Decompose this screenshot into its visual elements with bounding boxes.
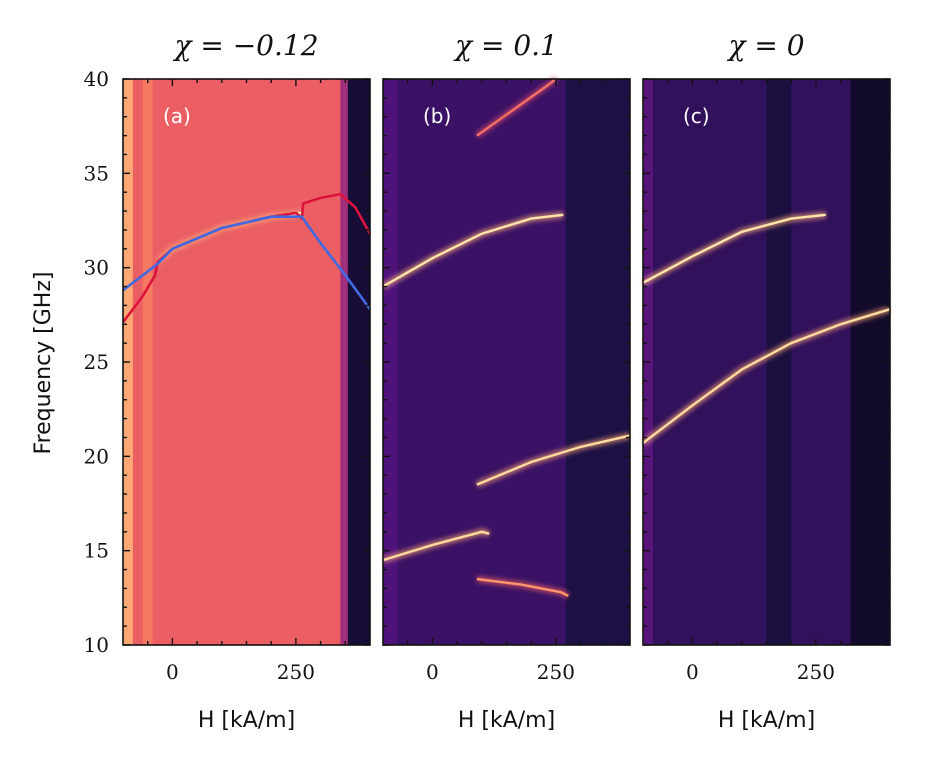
panel-a-label: (a): [163, 104, 191, 128]
panel-c-trace-1: [642, 308, 891, 445]
y-tick-label: 10: [84, 633, 109, 657]
panel-b-title: χ = 0.1: [453, 29, 558, 62]
panel-b-traces: [381, 76, 631, 600]
y-tick-label: 15: [84, 539, 109, 563]
y-tick-label: 40: [84, 67, 109, 91]
x-tick-label: 250: [537, 660, 575, 684]
panel-a-xlabel: H [kA/m]: [198, 708, 295, 733]
panel-b-trace-4: [476, 78, 557, 137]
panel-c-xlabel: H [kA/m]: [718, 708, 815, 733]
panel-a-mode-line-0: [121, 192, 372, 324]
panel-c-x-tick-labels: 0 250: [686, 660, 835, 684]
panel-c-label: (c): [683, 104, 710, 128]
panel-b-trace-0: [382, 213, 564, 288]
panel-a-band-2: [340, 79, 348, 645]
panel-b-x-tick-labels: 0 250: [426, 660, 575, 684]
panel-b-trace-1: [382, 530, 490, 562]
panel-c-title: χ = 0: [726, 29, 804, 62]
panel-b-band-1: [383, 79, 398, 645]
panel-a-mode-lines: [121, 192, 372, 324]
panel-a-x-tick-labels: 0 250: [166, 660, 315, 684]
panel-c-traces: [640, 211, 892, 446]
panel-a-mode-line-1: [122, 215, 372, 310]
y-axis-label: Frequency [GHz]: [31, 272, 56, 455]
panel-b-trace-3: [476, 577, 569, 597]
panel-a-band-3: [347, 79, 370, 645]
panel-a-ticks: [123, 78, 370, 646]
x-tick-label: 0: [166, 660, 179, 684]
panel-c-ticks: [643, 78, 890, 646]
y-tick-label: 20: [84, 444, 109, 468]
panel-b-heatmap: [383, 79, 630, 645]
panel-b-trace-2: [476, 434, 631, 486]
panel-b-xlabel: H [kA/m]: [458, 708, 555, 733]
panel-a: χ = −0.12 (a) H [kA/m] 0 250: [121, 29, 372, 733]
x-tick-label: 250: [797, 660, 835, 684]
panel-b-band-0: [565, 79, 630, 645]
panel-b: χ = 0.1 (b) H [kA/m] 0 250: [381, 29, 631, 733]
y-tick-label: 25: [84, 350, 109, 374]
panel-c-trace-0: [642, 213, 826, 284]
panel-b-ticks: [383, 78, 630, 646]
panel-a-heatmap: [123, 79, 370, 645]
panel-a-background: [123, 79, 370, 645]
panel-a-band-1: [142, 79, 153, 645]
y-tick-labels: 10 15 20 25 30 35 40: [84, 67, 109, 657]
y-tick-label: 35: [84, 161, 109, 185]
panel-a-title: χ = −0.12: [172, 29, 318, 62]
x-tick-label: 250: [277, 660, 315, 684]
x-tick-label: 0: [426, 660, 439, 684]
panel-c-heatmap: [643, 79, 890, 645]
panel-c: χ = 0 (c) H [kA/m] 0 250: [640, 29, 892, 733]
y-tick-label: 30: [84, 256, 109, 280]
x-tick-label: 0: [686, 660, 699, 684]
panel-c-band-1: [766, 79, 792, 645]
panel-b-label: (b): [423, 104, 451, 128]
